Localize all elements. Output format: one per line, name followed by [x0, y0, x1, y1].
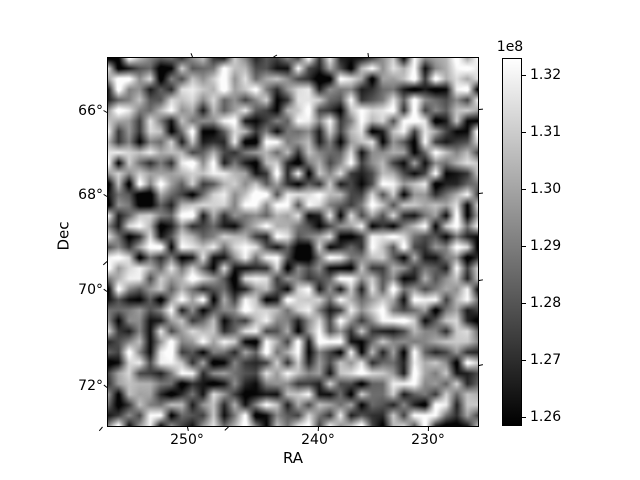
x-tick-mark — [224, 426, 229, 431]
colorbar-tick-label: 1.26 — [530, 409, 562, 425]
colorbar-tick-mark — [522, 75, 526, 76]
colorbar — [502, 58, 522, 426]
x-tick-label: 250° — [170, 432, 204, 448]
x-tick-mark — [98, 426, 103, 432]
x-tick-label: 230° — [411, 432, 445, 448]
right-tick-mark — [478, 364, 484, 366]
colorbar-tick-label: 1.30 — [530, 181, 562, 197]
colorbar-tick-mark — [522, 246, 526, 247]
colorbar-tick-label: 1.27 — [530, 352, 562, 368]
colorbar-tick-label: 1.32 — [530, 67, 562, 83]
colorbar-tick-label: 1.31 — [530, 124, 562, 140]
y-tick-label: 72° — [78, 378, 103, 394]
top-tick-mark — [367, 52, 369, 58]
colorbar-scale-label: 1e8 — [496, 39, 524, 55]
colorbar-tick-mark — [522, 189, 526, 190]
x-tick-mark — [427, 426, 429, 432]
colorbar-tick-label: 1.29 — [530, 238, 562, 254]
y-tick-label: 68° — [78, 187, 103, 203]
y-tick-label: 70° — [78, 282, 103, 298]
top-tick-mark — [190, 53, 193, 58]
colorbar-tick-mark — [522, 132, 526, 133]
heatmap-image — [108, 58, 478, 426]
x-tick-mark — [187, 426, 189, 432]
colorbar-tick-label: 1.28 — [530, 295, 562, 311]
x-tick-label: 240° — [301, 432, 335, 448]
colorbar-tick-mark — [522, 360, 526, 361]
colorbar-tick-mark — [522, 417, 526, 418]
y-tick-label: 66° — [78, 103, 103, 119]
plot-area — [107, 57, 479, 427]
y-axis-label: Dec — [54, 221, 73, 251]
right-tick-mark — [478, 108, 484, 110]
x-tick-mark — [317, 426, 319, 432]
colorbar-tick-mark — [522, 303, 526, 304]
x-axis-label: RA — [282, 449, 304, 467]
right-tick-mark — [478, 279, 484, 281]
right-tick-mark — [478, 192, 484, 194]
